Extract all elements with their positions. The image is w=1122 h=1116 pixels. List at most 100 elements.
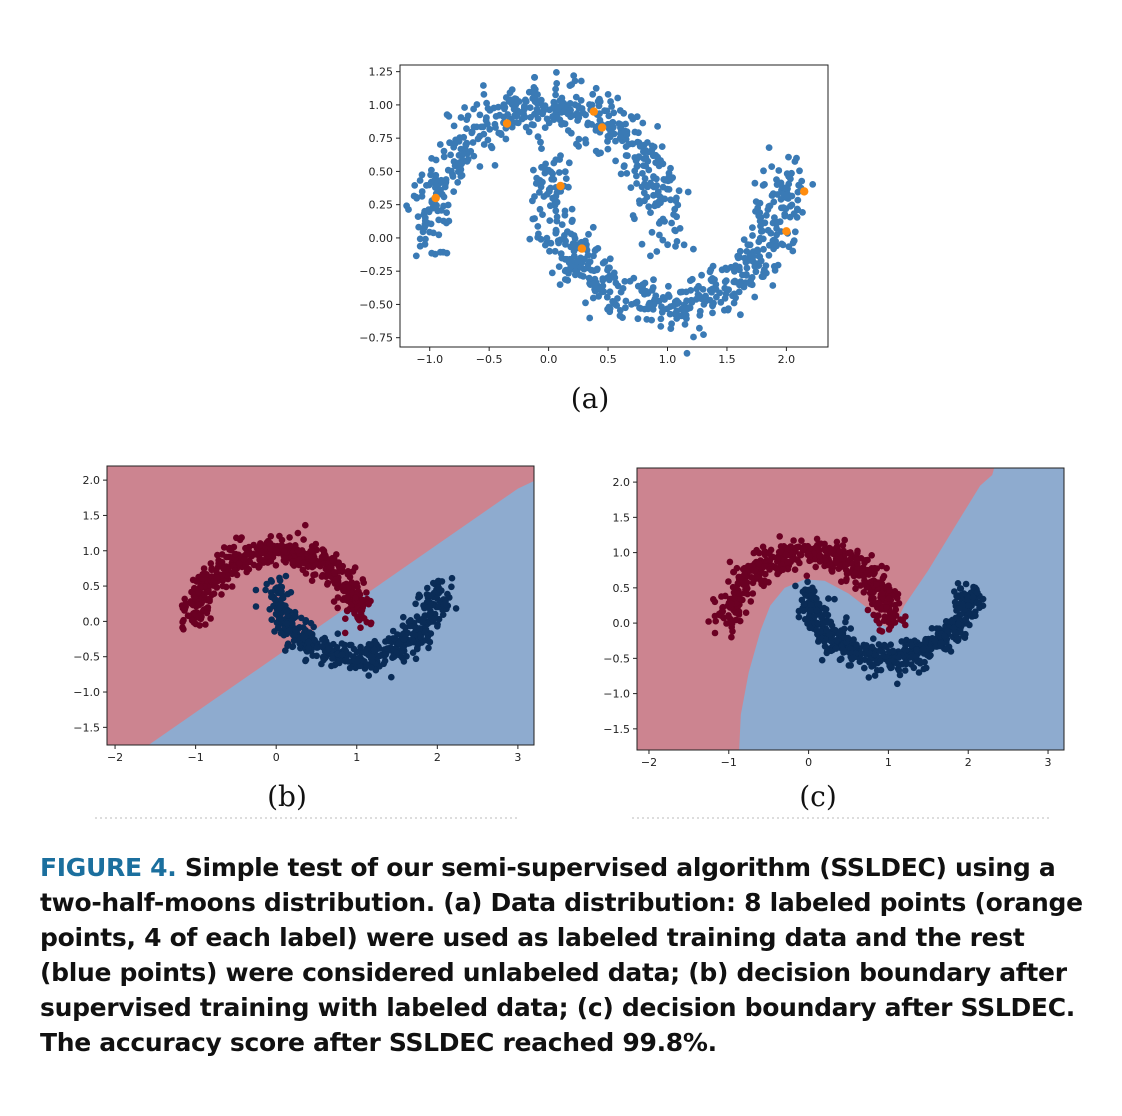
class0-point <box>348 579 356 586</box>
y-tick-label: 1.5 <box>83 509 101 522</box>
unlabeled-point <box>680 241 688 249</box>
class1-point <box>395 640 403 647</box>
class1-point <box>416 625 423 632</box>
unlabeled-point <box>596 116 604 124</box>
class0-point <box>184 612 192 619</box>
unlabeled-point <box>667 325 675 332</box>
unlabeled-point <box>495 129 503 137</box>
class1-point <box>299 634 307 642</box>
class0-point <box>803 572 811 580</box>
unlabeled-point <box>617 170 625 178</box>
class1-point <box>947 648 955 655</box>
labeled-point <box>577 244 587 253</box>
unlabeled-point <box>752 268 760 276</box>
unlabeled-point <box>568 218 576 226</box>
unlabeled-point <box>683 349 691 357</box>
class0-point <box>359 596 366 604</box>
class1-point <box>942 646 950 653</box>
class0-point <box>729 583 737 591</box>
unlabeled-point <box>522 98 530 105</box>
class0-point <box>219 582 227 590</box>
unlabeled-point <box>462 141 470 149</box>
unlabeled-point <box>577 77 585 85</box>
class0-point <box>796 551 804 558</box>
class0-point <box>886 587 893 594</box>
unlabeled-point <box>658 303 665 311</box>
labeled-point <box>589 107 598 116</box>
unlabeled-point <box>760 167 767 175</box>
unlabeled-point <box>716 289 724 297</box>
unlabeled-point <box>721 294 729 302</box>
panel-c-x-ticks: −2 −1 0 1 2 3 <box>641 750 1052 769</box>
unlabeled-point <box>617 130 624 138</box>
unlabeled-point <box>446 139 453 147</box>
class0-point <box>718 593 725 600</box>
class1-point <box>400 636 408 643</box>
unlabeled-point <box>730 278 738 286</box>
y-tick-label: 1.25 <box>369 66 394 79</box>
unlabeled-point <box>754 246 761 254</box>
unlabeled-point <box>655 198 663 206</box>
class0-point <box>195 601 203 609</box>
unlabeled-point <box>530 121 537 129</box>
panel-a-label: (a) <box>571 382 610 415</box>
class0-point <box>180 626 187 633</box>
class1-point <box>313 652 321 660</box>
unlabeled-point <box>591 286 598 293</box>
unlabeled-point <box>673 238 681 245</box>
unlabeled-point <box>667 196 674 204</box>
unlabeled-point <box>760 266 768 274</box>
unlabeled-point <box>604 264 612 272</box>
unlabeled-point <box>781 210 789 218</box>
class1-point <box>814 619 821 627</box>
class1-point <box>362 648 369 655</box>
class1-point <box>863 642 870 649</box>
class0-point <box>864 606 872 614</box>
unlabeled-point <box>629 115 637 123</box>
unlabeled-point <box>736 253 743 261</box>
class0-point <box>766 566 773 573</box>
unlabeled-point <box>773 242 780 250</box>
class1-point <box>853 641 860 648</box>
class1-point <box>435 584 442 591</box>
class0-point <box>796 559 803 567</box>
class1-point <box>804 578 811 586</box>
unlabeled-point <box>558 221 566 229</box>
unlabeled-point <box>539 211 546 219</box>
class1-point <box>850 636 857 643</box>
unlabeled-point <box>634 315 642 323</box>
class1-point <box>813 627 820 634</box>
class1-point <box>832 645 840 652</box>
class1-point <box>833 636 841 644</box>
unlabeled-point <box>538 145 545 153</box>
class1-point <box>870 635 877 642</box>
unlabeled-point <box>450 188 458 196</box>
unlabeled-point <box>645 203 653 211</box>
unlabeled-point <box>444 166 452 174</box>
unlabeled-point <box>777 196 785 203</box>
class0-point <box>196 622 203 629</box>
unlabeled-point <box>620 109 628 117</box>
unlabeled-point <box>721 306 728 314</box>
panel-a-frame <box>399 64 829 348</box>
panel-a: −1.0 −0.5 0.0 0.5 1.0 1.5 2.0 1.25 1.00 0.75 0.50… <box>359 64 829 415</box>
unlabeled-point <box>636 304 643 312</box>
class0-point <box>224 572 231 579</box>
unlabeled-point <box>530 84 538 91</box>
class1-point <box>292 626 299 634</box>
unlabeled-point <box>604 120 612 128</box>
class0-point <box>843 570 851 578</box>
unlabeled-point <box>571 77 579 85</box>
unlabeled-point <box>765 251 773 259</box>
unlabeled-point <box>414 213 422 221</box>
y-tick-label: 1.0 <box>613 547 631 560</box>
class1-point <box>795 613 803 621</box>
class1-point <box>435 589 443 597</box>
class0-point <box>853 556 860 564</box>
x-tick-label: −1 <box>721 756 737 769</box>
class0-point <box>272 562 280 569</box>
unlabeled-point <box>421 220 429 228</box>
unlabeled-point <box>623 170 631 177</box>
unlabeled-point <box>433 202 440 209</box>
unlabeled-point <box>502 94 510 101</box>
